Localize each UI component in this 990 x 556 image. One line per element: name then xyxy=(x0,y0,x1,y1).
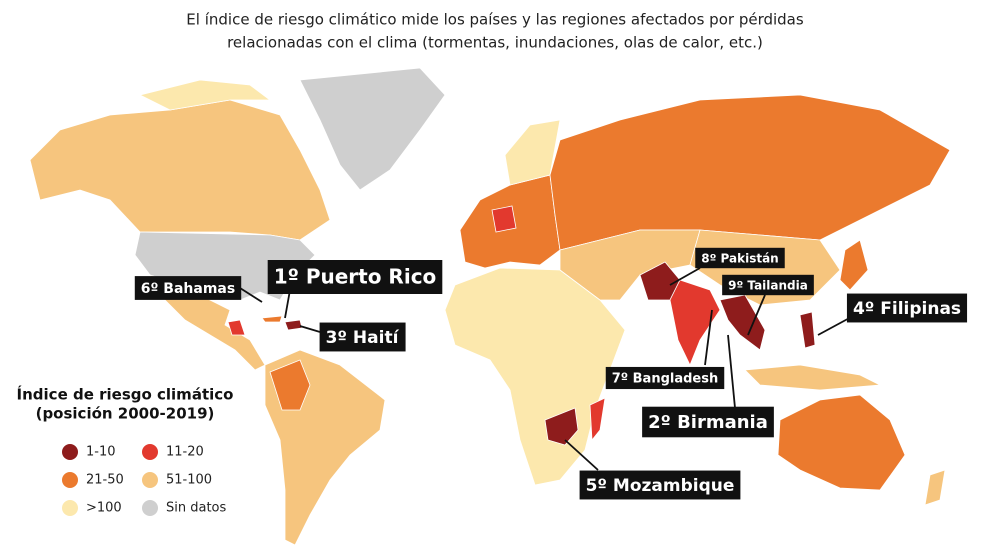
philippines xyxy=(799,311,816,349)
canada xyxy=(29,99,331,241)
legend-label: >100 xyxy=(86,501,122,516)
label-box xyxy=(267,260,443,294)
label-box xyxy=(695,247,785,269)
haiti xyxy=(284,319,303,331)
country-label: 4º Filipinas xyxy=(846,293,968,323)
country-label: 6º Bahamas xyxy=(134,276,242,300)
label-text: 6º Bahamas xyxy=(141,281,235,297)
indonesia xyxy=(744,364,882,391)
label-box xyxy=(134,276,242,300)
arrow xyxy=(704,309,713,366)
africa xyxy=(444,267,626,486)
japan xyxy=(839,239,869,291)
label-text: 1º Puerto Rico xyxy=(274,265,437,289)
label-text: 8º Pakistán xyxy=(701,252,778,266)
label-text: 4º Filipinas xyxy=(853,299,961,319)
label-text: 2º Birmania xyxy=(648,412,768,433)
india xyxy=(669,279,721,366)
arctic-islands xyxy=(138,79,272,111)
legend-swatch xyxy=(62,472,78,488)
label-box xyxy=(605,366,725,390)
label-box xyxy=(722,274,814,296)
subtitle: El índice de riesgo climático mide los p… xyxy=(186,11,804,29)
central-america xyxy=(227,319,246,336)
label-text: 7º Bangladesh xyxy=(612,372,719,387)
label-box xyxy=(579,470,741,500)
legend: 1-10 11-20 21-50 51-100 >100 Sin datos xyxy=(62,444,227,516)
label-box xyxy=(319,322,406,352)
arrow xyxy=(747,294,766,336)
madagascar xyxy=(589,397,606,442)
arrow xyxy=(284,289,291,319)
new-zealand xyxy=(924,469,946,506)
mozambique xyxy=(544,407,579,446)
greenland xyxy=(299,67,446,191)
country-label: 1º Puerto Rico xyxy=(267,260,443,294)
legend-swatch xyxy=(142,444,158,460)
country-label: 9º Tailandia xyxy=(722,274,814,296)
arrow xyxy=(239,287,263,303)
colombia-peru xyxy=(269,359,311,411)
arrow xyxy=(299,325,321,333)
country-label: 2º Birmania xyxy=(642,406,774,438)
cuba xyxy=(261,315,283,323)
legend-title: (posición 2000-2019) xyxy=(36,405,215,423)
label-text: 9º Tailandia xyxy=(728,279,808,293)
legend-label: 1-10 xyxy=(86,445,116,460)
label-box xyxy=(642,406,774,438)
label-box xyxy=(846,293,968,323)
legend-label: Sin datos xyxy=(166,501,227,516)
russia xyxy=(549,94,951,251)
country-label: 3º Haití xyxy=(319,322,406,352)
scandinavia xyxy=(504,119,561,186)
legend-title: Índice de riesgo climático xyxy=(17,385,234,404)
legend-label: 21-50 xyxy=(86,473,124,488)
arrow xyxy=(564,439,599,471)
label-text: 3º Haití xyxy=(326,328,400,348)
australia xyxy=(777,394,906,491)
country-label: 7º Bangladesh xyxy=(605,366,725,390)
legend-swatch xyxy=(142,472,158,488)
country-label: 5º Mozambique xyxy=(579,470,741,500)
legend-label: 11-20 xyxy=(166,445,204,460)
legend-label: 51-100 xyxy=(166,473,212,488)
label-text: 5º Mozambique xyxy=(586,476,735,496)
legend-swatch xyxy=(142,500,158,516)
subtitle: relacionadas con el clima (tormentas, in… xyxy=(227,34,763,52)
arrow xyxy=(669,267,701,286)
country-label: 8º Pakistán xyxy=(695,247,785,269)
germany xyxy=(491,205,517,233)
legend-swatch xyxy=(62,500,78,516)
arrow xyxy=(727,334,736,409)
labels: 6º Bahamas 1º Puerto Rico 3º Haití 8º Pakis… xyxy=(134,247,968,500)
legend-swatch xyxy=(62,444,78,460)
